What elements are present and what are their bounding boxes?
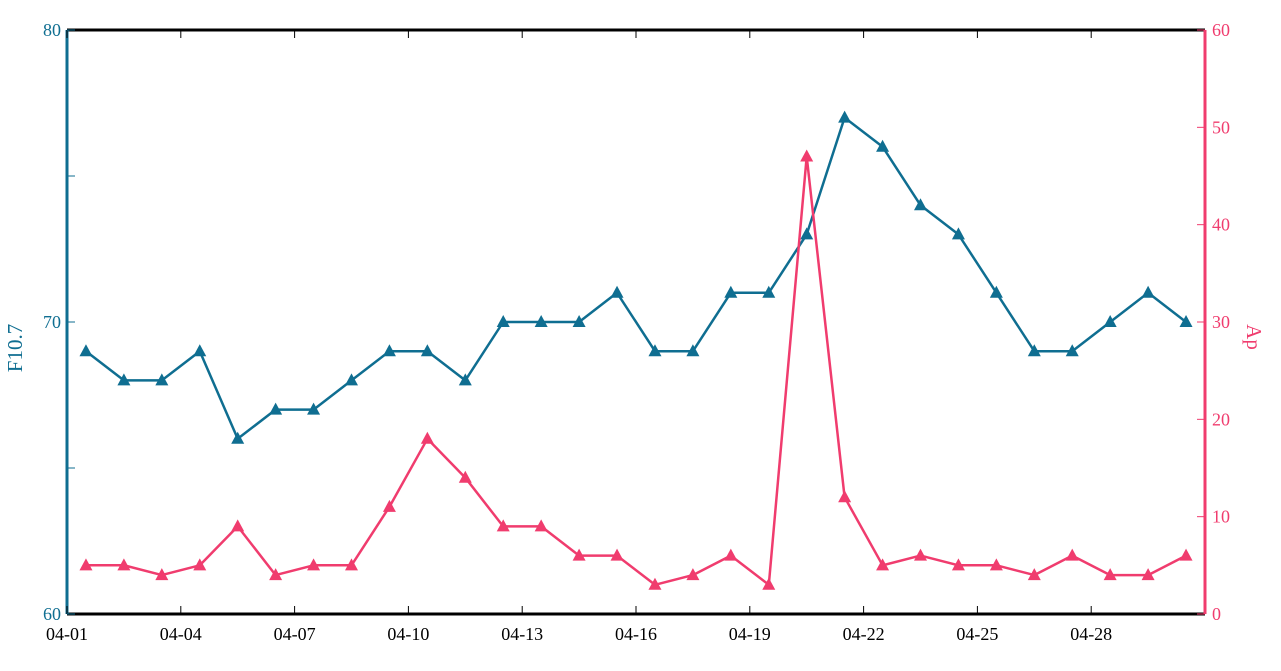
data-point-marker (951, 558, 965, 571)
data-point-marker (269, 568, 283, 581)
data-point-marker (724, 285, 738, 298)
data-point-marker (382, 499, 396, 512)
data-point-marker (1027, 568, 1041, 581)
data-point-marker (155, 568, 169, 581)
y-left-axis-title: F10.7 (3, 324, 27, 372)
data-point-marker (231, 431, 245, 444)
data-point-marker (534, 519, 548, 532)
x-tick-label: 04-01 (46, 624, 88, 644)
data-point-marker (1141, 568, 1155, 581)
data-point-marker (1065, 344, 1079, 357)
data-point-marker (117, 558, 131, 571)
y-right-tick-label: 0 (1212, 604, 1221, 624)
x-tick-label: 04-07 (274, 624, 316, 644)
y-left-tick-label: 80 (43, 20, 61, 40)
data-point-marker (345, 558, 358, 571)
y-right-tick-label: 20 (1212, 409, 1230, 429)
x-tick-label: 04-10 (387, 624, 429, 644)
x-tick-label: 04-16 (615, 624, 657, 644)
data-point-marker (1103, 568, 1117, 581)
data-point-marker (914, 198, 927, 211)
data-point-marker (458, 470, 472, 483)
data-point-marker (1065, 548, 1079, 561)
x-tick-label: 04-25 (956, 624, 998, 644)
y-right-tick-label: 50 (1212, 117, 1230, 137)
x-tick-label: 04-13 (501, 624, 543, 644)
data-point-marker (762, 285, 776, 298)
series-1 (79, 110, 1193, 444)
y-right-tick-label: 30 (1212, 312, 1230, 332)
data-point-marker (686, 568, 700, 581)
data-point-marker (800, 149, 814, 162)
y-right-tick-label: 10 (1212, 507, 1230, 527)
data-point-marker (610, 548, 624, 561)
data-point-marker (989, 558, 1003, 571)
data-point-marker (155, 373, 169, 386)
data-point-marker (496, 519, 510, 532)
data-point-marker (193, 558, 207, 571)
data-point-marker (572, 315, 586, 327)
x-tick-label: 04-19 (729, 624, 771, 644)
data-point-marker (989, 285, 1003, 298)
data-point-marker (610, 285, 624, 298)
y-left-tick-label: 60 (43, 604, 61, 624)
series-layer (79, 110, 1193, 590)
data-point-marker (838, 110, 852, 123)
x-axis-ticks: 04-01 04-04 04-07 04-10 04-13 04-16 04-19 04-22… (46, 30, 1112, 644)
series-line (86, 155, 1187, 587)
data-point-marker (1179, 548, 1193, 561)
y-right-axis-title: Ap (1242, 324, 1266, 350)
data-point-marker (231, 519, 245, 532)
data-point-marker (951, 227, 965, 240)
data-point-marker (762, 577, 776, 590)
data-point-marker (1027, 344, 1041, 357)
x-tick-label: 04-04 (160, 624, 202, 644)
data-point-marker (307, 558, 321, 571)
data-point-marker (458, 373, 472, 386)
data-point-marker (648, 577, 662, 590)
data-point-marker (420, 431, 434, 444)
data-point-marker (572, 548, 586, 561)
data-point-marker (648, 344, 662, 357)
data-point-marker (79, 558, 93, 571)
data-point-marker (1141, 285, 1155, 298)
data-point-marker (800, 227, 814, 240)
data-point-marker (838, 490, 852, 503)
data-point-marker (420, 344, 434, 357)
data-point-marker (307, 402, 321, 415)
data-point-marker (193, 344, 207, 357)
data-point-marker (79, 344, 93, 357)
data-point-marker (1103, 315, 1117, 327)
data-point-marker (496, 315, 510, 327)
data-point-marker (876, 139, 890, 152)
series-line (85, 116, 1187, 441)
data-point-marker (345, 373, 358, 386)
y-right-tick-label: 40 (1212, 215, 1230, 235)
data-point-marker (914, 548, 927, 561)
data-point-marker (724, 548, 738, 561)
data-point-marker (534, 315, 548, 327)
series-2 (79, 149, 1193, 590)
x-tick-label: 04-28 (1070, 624, 1112, 644)
data-point-marker (117, 373, 131, 386)
data-point-marker (1179, 315, 1193, 327)
y-right-tick-label: 60 (1212, 20, 1230, 40)
data-point-marker (686, 344, 700, 357)
data-point-marker (876, 558, 890, 571)
data-point-marker (269, 402, 283, 415)
y-right-axis-ticks: 0 10 20 30 40 50 60 (1197, 20, 1230, 624)
x-tick-label: 04-22 (843, 624, 885, 644)
y-left-tick-label: 70 (43, 312, 61, 332)
data-point-marker (382, 344, 396, 357)
y-left-axis-ticks: 60 70 80 (43, 20, 75, 624)
